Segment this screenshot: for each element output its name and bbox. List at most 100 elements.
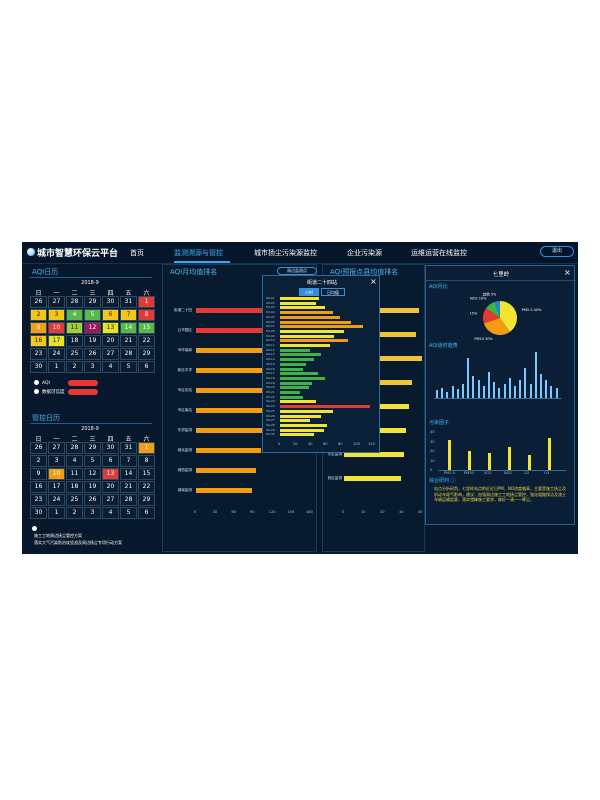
calendar-day-cell[interactable]: 26 xyxy=(84,348,101,360)
factor-bar[interactable] xyxy=(508,447,511,470)
calendar-day-cell[interactable]: 2 xyxy=(66,361,83,373)
calendar-day-cell[interactable]: 25 xyxy=(66,348,83,360)
calendar-day-cell[interactable]: 27 xyxy=(102,494,119,506)
trend-bar[interactable] xyxy=(488,372,490,398)
popup-bar[interactable] xyxy=(280,329,344,333)
exit-button[interactable]: 退出 xyxy=(540,246,574,257)
trend-bar[interactable] xyxy=(456,389,459,398)
calendar-day-cell[interactable]: 1 xyxy=(48,361,65,373)
calendar-day-cell[interactable]: 6 xyxy=(138,361,155,373)
calendar-day-cell[interactable]: 27 xyxy=(48,442,65,454)
calendar-day-cell[interactable]: 1 xyxy=(48,507,65,519)
nav-monitoring-control[interactable]: 监测溯源与管控 xyxy=(174,249,223,257)
trend-bar[interactable] xyxy=(519,380,522,398)
trend-bar[interactable] xyxy=(436,390,438,398)
trend-bar[interactable] xyxy=(441,388,444,398)
calendar-day-cell[interactable]: 31 xyxy=(120,296,137,308)
rank-bar[interactable] xyxy=(196,488,252,493)
calendar-day-cell[interactable]: 15 xyxy=(138,468,155,480)
calendar-day-cell[interactable]: 26 xyxy=(84,494,101,506)
county-rank-bar[interactable] xyxy=(344,356,422,361)
popup-bar[interactable] xyxy=(280,311,333,315)
calendar-day-cell[interactable]: 26 xyxy=(30,296,47,308)
county-rank-bar[interactable] xyxy=(344,308,420,313)
trend-bar[interactable] xyxy=(524,368,527,398)
calendar-day-cell[interactable]: 28 xyxy=(120,348,137,360)
factor-bar[interactable] xyxy=(548,437,551,470)
calendar-day-cell[interactable]: 4 xyxy=(66,455,83,467)
trend-bar[interactable] xyxy=(451,386,454,398)
calendar-day-cell[interactable]: 17 xyxy=(48,335,65,347)
trend-bar[interactable] xyxy=(540,374,542,398)
popup-bar[interactable] xyxy=(280,400,316,404)
calendar-day-cell[interactable]: 29 xyxy=(138,494,155,506)
calendar-day-cell[interactable]: 15 xyxy=(138,322,155,334)
detail-close-icon[interactable]: × xyxy=(564,268,571,277)
rank-bar[interactable] xyxy=(196,428,264,433)
calendar-day-cell[interactable]: 6 xyxy=(138,507,155,519)
calendar-day-cell[interactable]: 13 xyxy=(102,322,119,334)
calendar-day-cell[interactable]: 8 xyxy=(138,455,155,467)
county-rank-bar[interactable] xyxy=(344,476,402,481)
calendar-day-cell[interactable]: 18 xyxy=(66,481,83,493)
popup-bar[interactable] xyxy=(280,301,316,305)
calendar-day-cell[interactable]: 22 xyxy=(138,335,155,347)
rank-bar[interactable] xyxy=(196,448,261,453)
popup-bar[interactable] xyxy=(280,409,333,413)
nav-operations-monitoring[interactable]: 运维运营在线监控 xyxy=(411,249,467,257)
popup-bar[interactable] xyxy=(280,419,310,423)
rank-bar[interactable] xyxy=(196,308,270,313)
trend-bar[interactable] xyxy=(498,388,501,398)
trend-bar[interactable] xyxy=(503,384,506,398)
calendar-day-cell[interactable]: 19 xyxy=(84,481,101,493)
calendar-day-cell[interactable]: 27 xyxy=(48,296,65,308)
calendar-day-cell[interactable]: 20 xyxy=(102,481,119,493)
rank-bar[interactable] xyxy=(196,468,256,473)
popup-bar[interactable] xyxy=(280,320,352,324)
popup-bar[interactable] xyxy=(280,391,300,394)
calendar-day-cell[interactable]: 21 xyxy=(120,335,137,347)
factor-bar[interactable] xyxy=(448,439,451,470)
popup-bar[interactable] xyxy=(280,339,348,343)
calendar-day-cell[interactable]: 30 xyxy=(30,361,47,373)
calendar-day-cell[interactable]: 19 xyxy=(84,335,101,347)
trend-bar[interactable] xyxy=(477,380,480,398)
county-rank-bar[interactable] xyxy=(344,452,404,457)
trend-bar[interactable] xyxy=(482,386,485,398)
calendar-day-cell[interactable]: 12 xyxy=(84,468,101,480)
popup-bar[interactable] xyxy=(280,315,340,319)
calendar-day-cell[interactable]: 23 xyxy=(30,494,47,506)
calendar-day-cell[interactable]: 8 xyxy=(138,309,155,321)
popup-bar[interactable] xyxy=(280,334,334,338)
popup-bar[interactable] xyxy=(280,423,327,427)
trend-bar[interactable] xyxy=(472,376,475,398)
calendar-day-cell[interactable]: 28 xyxy=(66,296,83,308)
calendar-day-cell[interactable]: 25 xyxy=(66,494,83,506)
popup-bar[interactable] xyxy=(280,433,314,437)
rank-bar[interactable] xyxy=(196,368,272,373)
popup-bar[interactable] xyxy=(280,325,363,329)
calendar-day-cell[interactable]: 3 xyxy=(84,507,101,519)
calendar-day-cell[interactable]: 29 xyxy=(138,348,155,360)
calendar-day-cell[interactable]: 5 xyxy=(84,455,101,467)
calendar-day-cell[interactable]: 7 xyxy=(120,455,137,467)
trend-bar[interactable] xyxy=(462,384,464,398)
popup-bar[interactable] xyxy=(280,395,303,399)
calendar-day-cell[interactable]: 2 xyxy=(30,309,47,321)
pie-slice[interactable] xyxy=(500,301,517,332)
calendar-day-cell[interactable]: 24 xyxy=(48,494,65,506)
calendar-day-cell[interactable]: 6 xyxy=(102,309,119,321)
calendar-day-cell[interactable]: 11 xyxy=(66,468,83,480)
calendar-day-cell[interactable]: 7 xyxy=(120,309,137,321)
rank-bar[interactable] xyxy=(196,348,269,353)
pie-slice[interactable] xyxy=(483,318,510,335)
calendar-day-cell[interactable]: 12 xyxy=(84,322,101,334)
nav-enterprise-pollution[interactable]: 企业污染源 xyxy=(347,249,382,257)
trend-bar[interactable] xyxy=(514,386,516,398)
calendar-day-cell[interactable]: 5 xyxy=(120,507,137,519)
popup-bar[interactable] xyxy=(280,372,318,376)
trend-bar[interactable] xyxy=(534,352,537,398)
trend-bar[interactable] xyxy=(555,388,558,398)
popup-bar[interactable] xyxy=(280,428,324,432)
popup-tab-daily[interactable]: 日均值 xyxy=(321,288,345,296)
